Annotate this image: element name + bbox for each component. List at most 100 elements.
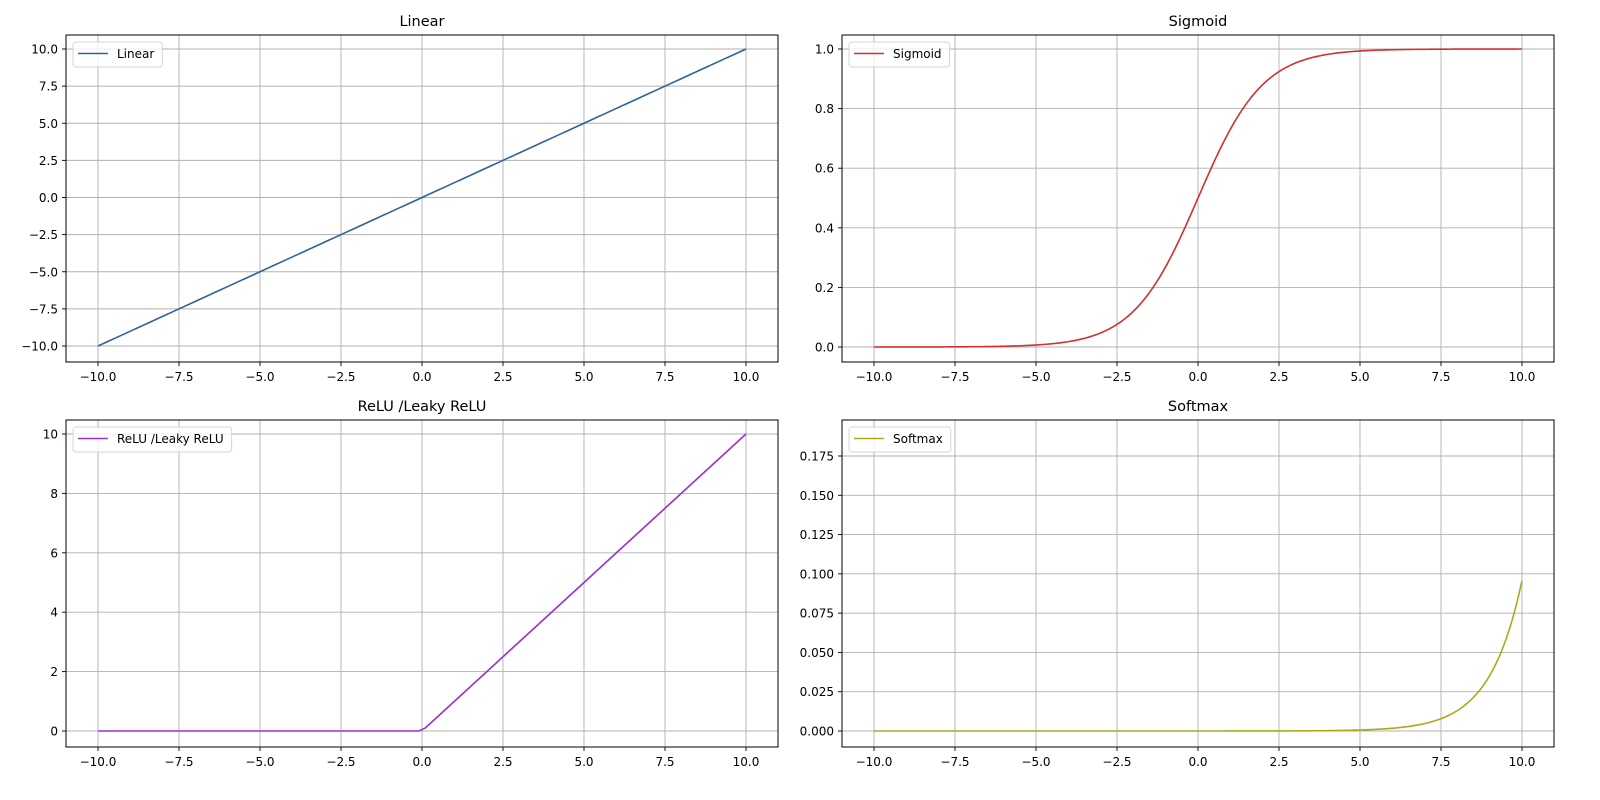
x-tick-label: 2.5 xyxy=(1269,755,1288,769)
y-tick-label: 5.0 xyxy=(39,117,58,131)
series-line-relu xyxy=(98,433,747,732)
legend-box xyxy=(72,426,233,453)
x-tick-label: 7.5 xyxy=(655,755,674,769)
y-tick-label: −10.0 xyxy=(21,340,58,354)
x-tick-label: 5.0 xyxy=(574,370,593,384)
legend-label: Linear xyxy=(117,47,154,61)
x-tick-label: 0.0 xyxy=(412,755,431,769)
subplot-relu-leaky-relu: ReLU /Leaky ReLU −10.0 −7.5 −5.0 −2.5 0.0 2.5 5… xyxy=(43,399,779,769)
legend-box xyxy=(72,41,163,68)
x-axis: −10.0 −7.5 −5.0 −2.5 0.0 2.5 5.0 7.5 10.0 xyxy=(80,362,760,384)
y-tick-label: 0.8 xyxy=(815,102,834,116)
x-tick-label: 0.0 xyxy=(412,370,431,384)
x-tick-label: 5.0 xyxy=(1350,370,1369,384)
y-tick-label: 0.175 xyxy=(800,450,834,464)
legend: Linear xyxy=(72,41,163,68)
y-axis: −10.0 −7.5 −5.0 −2.5 0.0 2.5 5.0 7.5 10.0 xyxy=(21,43,66,354)
x-tick-label: 7.5 xyxy=(1431,755,1450,769)
y-tick-label: 10 xyxy=(43,428,58,442)
x-tick-label: 7.5 xyxy=(1431,370,1450,384)
x-tick-label: 0.0 xyxy=(1188,755,1207,769)
x-tick-label: −7.5 xyxy=(164,755,193,769)
x-tick-label: −5.0 xyxy=(1021,370,1050,384)
x-tick-label: −10.0 xyxy=(856,370,893,384)
y-tick-label: 8 xyxy=(50,487,58,501)
series-line-softmax xyxy=(874,580,1523,732)
chart-title: ReLU /Leaky ReLU xyxy=(358,399,487,415)
y-tick-label: 0.2 xyxy=(815,281,834,295)
y-tick-label: 4 xyxy=(50,606,58,620)
y-tick-label: −7.5 xyxy=(29,302,58,316)
x-tick-label: 0.0 xyxy=(1188,370,1207,384)
legend: Sigmoid xyxy=(848,41,951,68)
x-tick-label: −5.0 xyxy=(1021,755,1050,769)
legend-box xyxy=(848,426,952,453)
x-tick-label: 10.0 xyxy=(1509,370,1536,384)
x-tick-label: 10.0 xyxy=(1509,755,1536,769)
y-tick-label: 0.150 xyxy=(800,489,834,503)
y-tick-label: 7.5 xyxy=(39,80,58,94)
x-tick-label: 5.0 xyxy=(1350,755,1369,769)
legend: Softmax xyxy=(848,426,952,453)
x-tick-label: −10.0 xyxy=(80,755,117,769)
chart-title: Sigmoid xyxy=(1169,14,1228,30)
chart-title: Linear xyxy=(399,14,444,30)
chart-title: Softmax xyxy=(1168,399,1229,415)
x-tick-label: 7.5 xyxy=(655,370,674,384)
y-tick-label: 0.025 xyxy=(800,685,834,699)
x-tick-label: 2.5 xyxy=(493,755,512,769)
x-tick-label: −10.0 xyxy=(856,755,893,769)
x-tick-label: −5.0 xyxy=(245,755,274,769)
y-tick-label: 0.6 xyxy=(815,162,834,176)
y-tick-label: 2.5 xyxy=(39,154,58,168)
y-tick-label: 0.0 xyxy=(815,341,834,355)
legend: ReLU /Leaky ReLU xyxy=(72,426,233,453)
x-tick-label: −2.5 xyxy=(326,370,355,384)
x-tick-label: −10.0 xyxy=(80,370,117,384)
y-tick-label: 1.0 xyxy=(815,43,834,57)
subplot-softmax: Softmax −10.0 −7.5 −5.0 −2.5 0.0 2.5 5.0 7.5 10.0… xyxy=(800,399,1555,769)
y-axis: 0 2 4 6 8 10 xyxy=(43,428,66,739)
x-axis: −10.0 −7.5 −5.0 −2.5 0.0 2.5 5.0 7.5 10.0 xyxy=(80,747,760,769)
legend-box xyxy=(848,41,951,68)
x-tick-label: −5.0 xyxy=(245,370,274,384)
series-line-sigmoid xyxy=(874,48,1522,348)
y-tick-label: 0.050 xyxy=(800,646,834,660)
y-tick-label: 0.0 xyxy=(39,191,58,205)
y-axis: 0.0 0.2 0.4 0.6 0.8 1.0 xyxy=(815,43,842,355)
x-axis: −10.0 −7.5 −5.0 −2.5 0.0 2.5 5.0 7.5 10.0 xyxy=(856,362,1536,384)
x-tick-label: −7.5 xyxy=(940,755,969,769)
x-tick-label: 10.0 xyxy=(733,370,760,384)
x-tick-label: −7.5 xyxy=(940,370,969,384)
x-tick-label: −2.5 xyxy=(1102,370,1131,384)
subplot-sigmoid: Sigmoid −10.0 −7.5 −5.0 −2.5 0.0 2.5 5.0 7.5 10.0… xyxy=(815,14,1555,384)
y-tick-label: −2.5 xyxy=(29,228,58,242)
y-tick-label: 0 xyxy=(50,725,58,739)
x-tick-label: −2.5 xyxy=(1102,755,1131,769)
y-axis: 0.000 0.025 0.050 0.075 0.100 0.125 0.150 0.175 xyxy=(800,450,842,739)
series-line-linear xyxy=(97,48,747,347)
x-axis: −10.0 −7.5 −5.0 −2.5 0.0 2.5 5.0 7.5 10.0 xyxy=(856,747,1536,769)
y-tick-label: 0.100 xyxy=(800,567,834,581)
y-tick-label: 0.075 xyxy=(800,607,834,621)
grid xyxy=(842,420,1554,747)
y-tick-label: 6 xyxy=(50,546,58,560)
legend-label: Sigmoid xyxy=(893,47,942,61)
x-tick-label: −2.5 xyxy=(326,755,355,769)
y-tick-label: 0.4 xyxy=(815,221,834,235)
x-tick-label: 10.0 xyxy=(733,755,760,769)
y-tick-label: 0.000 xyxy=(800,725,834,739)
legend-label: Softmax xyxy=(893,432,943,446)
y-tick-label: 0.125 xyxy=(800,528,834,542)
subplot-linear: Linear−10.0 −7.5 −5.0 −2.5 0.0 2.5 5.0 7.5 10.0−… xyxy=(21,14,779,384)
y-tick-label: 2 xyxy=(50,665,58,679)
x-tick-label: 2.5 xyxy=(493,370,512,384)
y-tick-label: 10.0 xyxy=(31,43,58,57)
x-tick-label: 2.5 xyxy=(1269,370,1288,384)
x-tick-label: 5.0 xyxy=(574,755,593,769)
y-tick-label: −5.0 xyxy=(29,265,58,279)
x-tick-label: −7.5 xyxy=(164,370,193,384)
legend-label: ReLU /Leaky ReLU xyxy=(117,432,224,446)
grid xyxy=(66,420,778,747)
